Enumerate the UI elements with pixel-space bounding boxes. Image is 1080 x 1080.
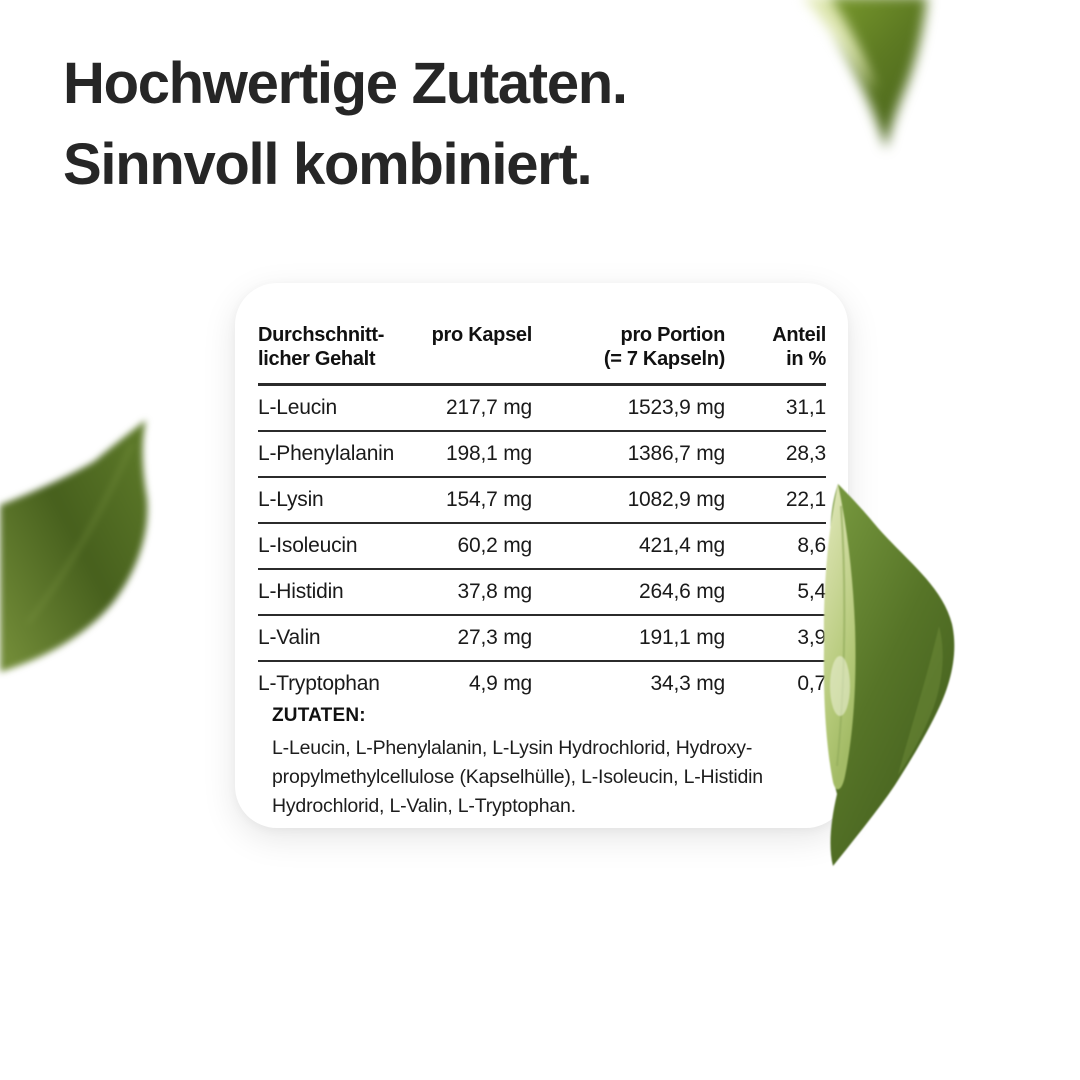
value-per-capsule: 198,1 mg [428, 431, 532, 478]
header-line: (= 7 Kapseln) [603, 348, 725, 370]
headline-line-1: Hochwertige Zutaten. [63, 51, 628, 116]
header-line: pro Portion [620, 324, 726, 346]
header-line: in % [786, 348, 826, 370]
value-share: 0,7 [797, 672, 826, 695]
nutrition-table: Durchschnitt- licher Gehalt pro Kapsel p… [258, 323, 826, 706]
leaf-top-right-image [805, 0, 927, 149]
header-line: licher Gehalt [258, 348, 376, 370]
nutrition-card: Durchschnitt- licher Gehalt pro Kapsel p… [235, 283, 848, 828]
column-header-per-portion: pro Portion (= 7 Kapseln) [532, 323, 726, 386]
value-per-capsule: 27,3 mg [428, 615, 532, 662]
table-row: L-Valin 27,3 mg 191,1 mg 3,9 [258, 615, 826, 662]
page-title: Hochwertige Zutaten. Sinnvoll kombiniert… [63, 43, 628, 205]
column-header-per-capsule: pro Kapsel [428, 323, 533, 386]
ingredient-name: L-Lysin [258, 477, 428, 524]
table-row: L-Isoleucin 60,2 mg 421,4 mg 8,6 [258, 523, 826, 570]
ingredient-name: L-Isoleucin [258, 523, 428, 570]
ingredients-text-line: Hydrochlorid, L-Valin, L-Tryptophan. [272, 795, 576, 817]
table-row: L-Lysin 154,7 mg 1082,9 mg 22,1 [258, 477, 826, 524]
value-share: 28,3 [725, 431, 826, 478]
value-per-portion: 421,4 mg [532, 523, 725, 570]
value-share: 22,1 [725, 477, 826, 524]
ingredient-name: L-Valin [258, 615, 428, 662]
value-per-capsule: 217,7 mg [428, 384, 532, 432]
value-per-capsule: 37,8 mg [428, 569, 532, 616]
value-per-portion: 1386,7 mg [532, 431, 725, 478]
value-per-portion: 34,3 mg [650, 672, 726, 695]
ingredient-name: L-Histidin [258, 569, 428, 616]
value-per-portion: 191,1 mg [532, 615, 725, 662]
column-header-share-percent: Anteil in % [725, 323, 826, 386]
ingredients-heading: ZUTATEN: [272, 705, 366, 726]
value-per-capsule: 60,2 mg [428, 523, 532, 570]
value-per-capsule: 4,9 mg [469, 672, 532, 695]
ingredient-name: L-Tryptophan [258, 672, 380, 695]
value-per-capsule: 154,7 mg [428, 477, 532, 524]
ingredients-text-line: L-Leucin, L-Phenylalanin, L-Lysin Hydroc… [272, 737, 753, 759]
value-share: 8,6 [725, 523, 826, 570]
value-per-portion: 1523,9 mg [532, 384, 725, 432]
header-line: pro Kapsel [431, 324, 533, 346]
value-share: 3,9 [725, 615, 826, 662]
table-header-row: Durchschnitt- licher Gehalt pro Kapsel p… [258, 323, 826, 386]
value-per-portion: 1082,9 mg [532, 477, 725, 524]
leaf-left-image [0, 420, 148, 672]
table-row: L-Leucin 217,7 mg 1523,9 mg 31,1 [258, 384, 826, 432]
ingredients-text-line: propylmethylcellulose (Kapselhülle), L-I… [272, 766, 763, 788]
ingredient-name: L-Phenylalanin [258, 431, 428, 478]
value-per-portion: 264,6 mg [532, 569, 725, 616]
headline-line-2: Sinnvoll kombiniert. [63, 132, 593, 197]
value-share: 5,4 [725, 569, 826, 616]
header-line: Anteil [772, 324, 826, 346]
table-row: L-Phenylalanin 198,1 mg 1386,7 mg 28,3 [258, 431, 826, 478]
ingredients-section: ZUTATEN: L-Leucin, L-Phenylalanin, L-Lys… [272, 705, 817, 821]
header-line: Durchschnitt- [258, 324, 385, 346]
ingredient-name: L-Leucin [258, 384, 428, 432]
table-row: L-Tryptophan 4,9 mg 34,3 mg 0,7 [258, 661, 826, 706]
column-header-average-content: Durchschnitt- licher Gehalt [258, 323, 428, 386]
value-share: 31,1 [725, 384, 826, 432]
table-row: L-Histidin 37,8 mg 264,6 mg 5,4 [258, 569, 826, 616]
